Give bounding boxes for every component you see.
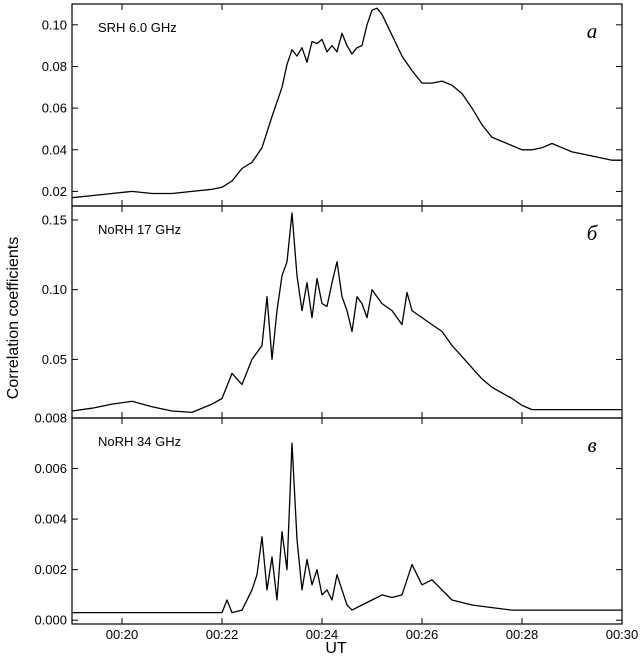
panel-frame [71,417,623,625]
panel-2: 0.05 0.10 0.15 NoRH 17 GHz б [42,205,623,419]
y-tick-label: 0.08 [42,59,67,74]
panel-name-label: NoRH 34 GHz [98,434,181,449]
y-axis-title: Correlation coefficients [5,237,22,399]
series-line-2 [71,212,622,414]
y-tick-label: 0.06 [42,101,67,116]
y-tick-label: 0.02 [42,184,67,199]
x-tick-label: 00:26 [406,627,439,642]
x-tick-label: 00:24 [306,627,339,642]
y-tick-label: 0.10 [42,17,67,32]
y-tick-label: 0.006 [34,461,67,476]
y-tick-label: 0.15 [42,212,67,227]
panel-letter-label: a [587,19,598,43]
series-line-3 [72,442,622,614]
chart-panels: 0.02 0.04 0.06 0.08 0.10 SRH 6.0 GHz a 0.05 0.10… [34,3,639,642]
series-line-1 [71,7,622,199]
x-axis-title: UT [325,640,347,657]
x-tick-label: 00:28 [506,627,539,642]
panel-1: 0.02 0.04 0.06 0.08 0.10 SRH 6.0 GHz a [42,3,623,207]
y-tick-label: 0.10 [42,282,67,297]
y-tick-label: 0.004 [34,512,67,527]
y-tick-label: 0.000 [34,613,67,628]
x-tick-label: 00:20 [106,627,139,642]
x-tick-label: 00:22 [206,627,239,642]
panel-3: 0.000 0.002 0.004 0.006 0.008 NoRH 34 GHz в [34,411,623,628]
y-tick-label: 0.04 [42,142,67,157]
y-tick-label: 0.05 [42,352,67,367]
y-tick-label: 0.002 [34,562,67,577]
panel-letter-label: в [587,433,596,457]
x-tick-labels: 00:20 00:22 00:24 00:26 00:28 00:30 [106,627,639,642]
panel-letter-label: б [587,221,599,245]
panel-name-label: NoRH 17 GHz [98,222,181,237]
y-tick-label: 0.008 [34,411,67,426]
panel-name-label: SRH 6.0 GHz [98,20,177,35]
x-tick-label: 00:30 [606,627,639,642]
